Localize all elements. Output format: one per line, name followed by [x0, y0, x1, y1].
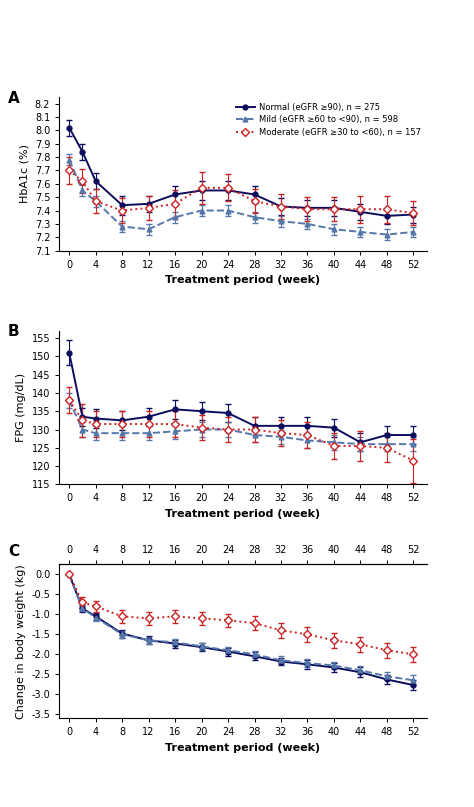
Legend: Normal (eGFR ≥90), n = 275, Mild (eGFR ≥60 to <90), n = 598, Moderate (eGFR ≥30 : Normal (eGFR ≥90), n = 275, Mild (eGFR ≥…: [235, 101, 422, 139]
Text: B: B: [8, 324, 19, 340]
Text: A: A: [8, 90, 19, 106]
Text: C: C: [8, 545, 19, 559]
X-axis label: Treatment period (week): Treatment period (week): [165, 742, 320, 753]
X-axis label: Treatment period (week): Treatment period (week): [165, 509, 320, 519]
Y-axis label: HbA1c (%): HbA1c (%): [19, 144, 29, 203]
Y-axis label: Change in body weight (kg): Change in body weight (kg): [16, 564, 26, 719]
X-axis label: Treatment period (week): Treatment period (week): [165, 275, 320, 285]
Y-axis label: FPG (mg/dL): FPG (mg/dL): [16, 373, 26, 442]
